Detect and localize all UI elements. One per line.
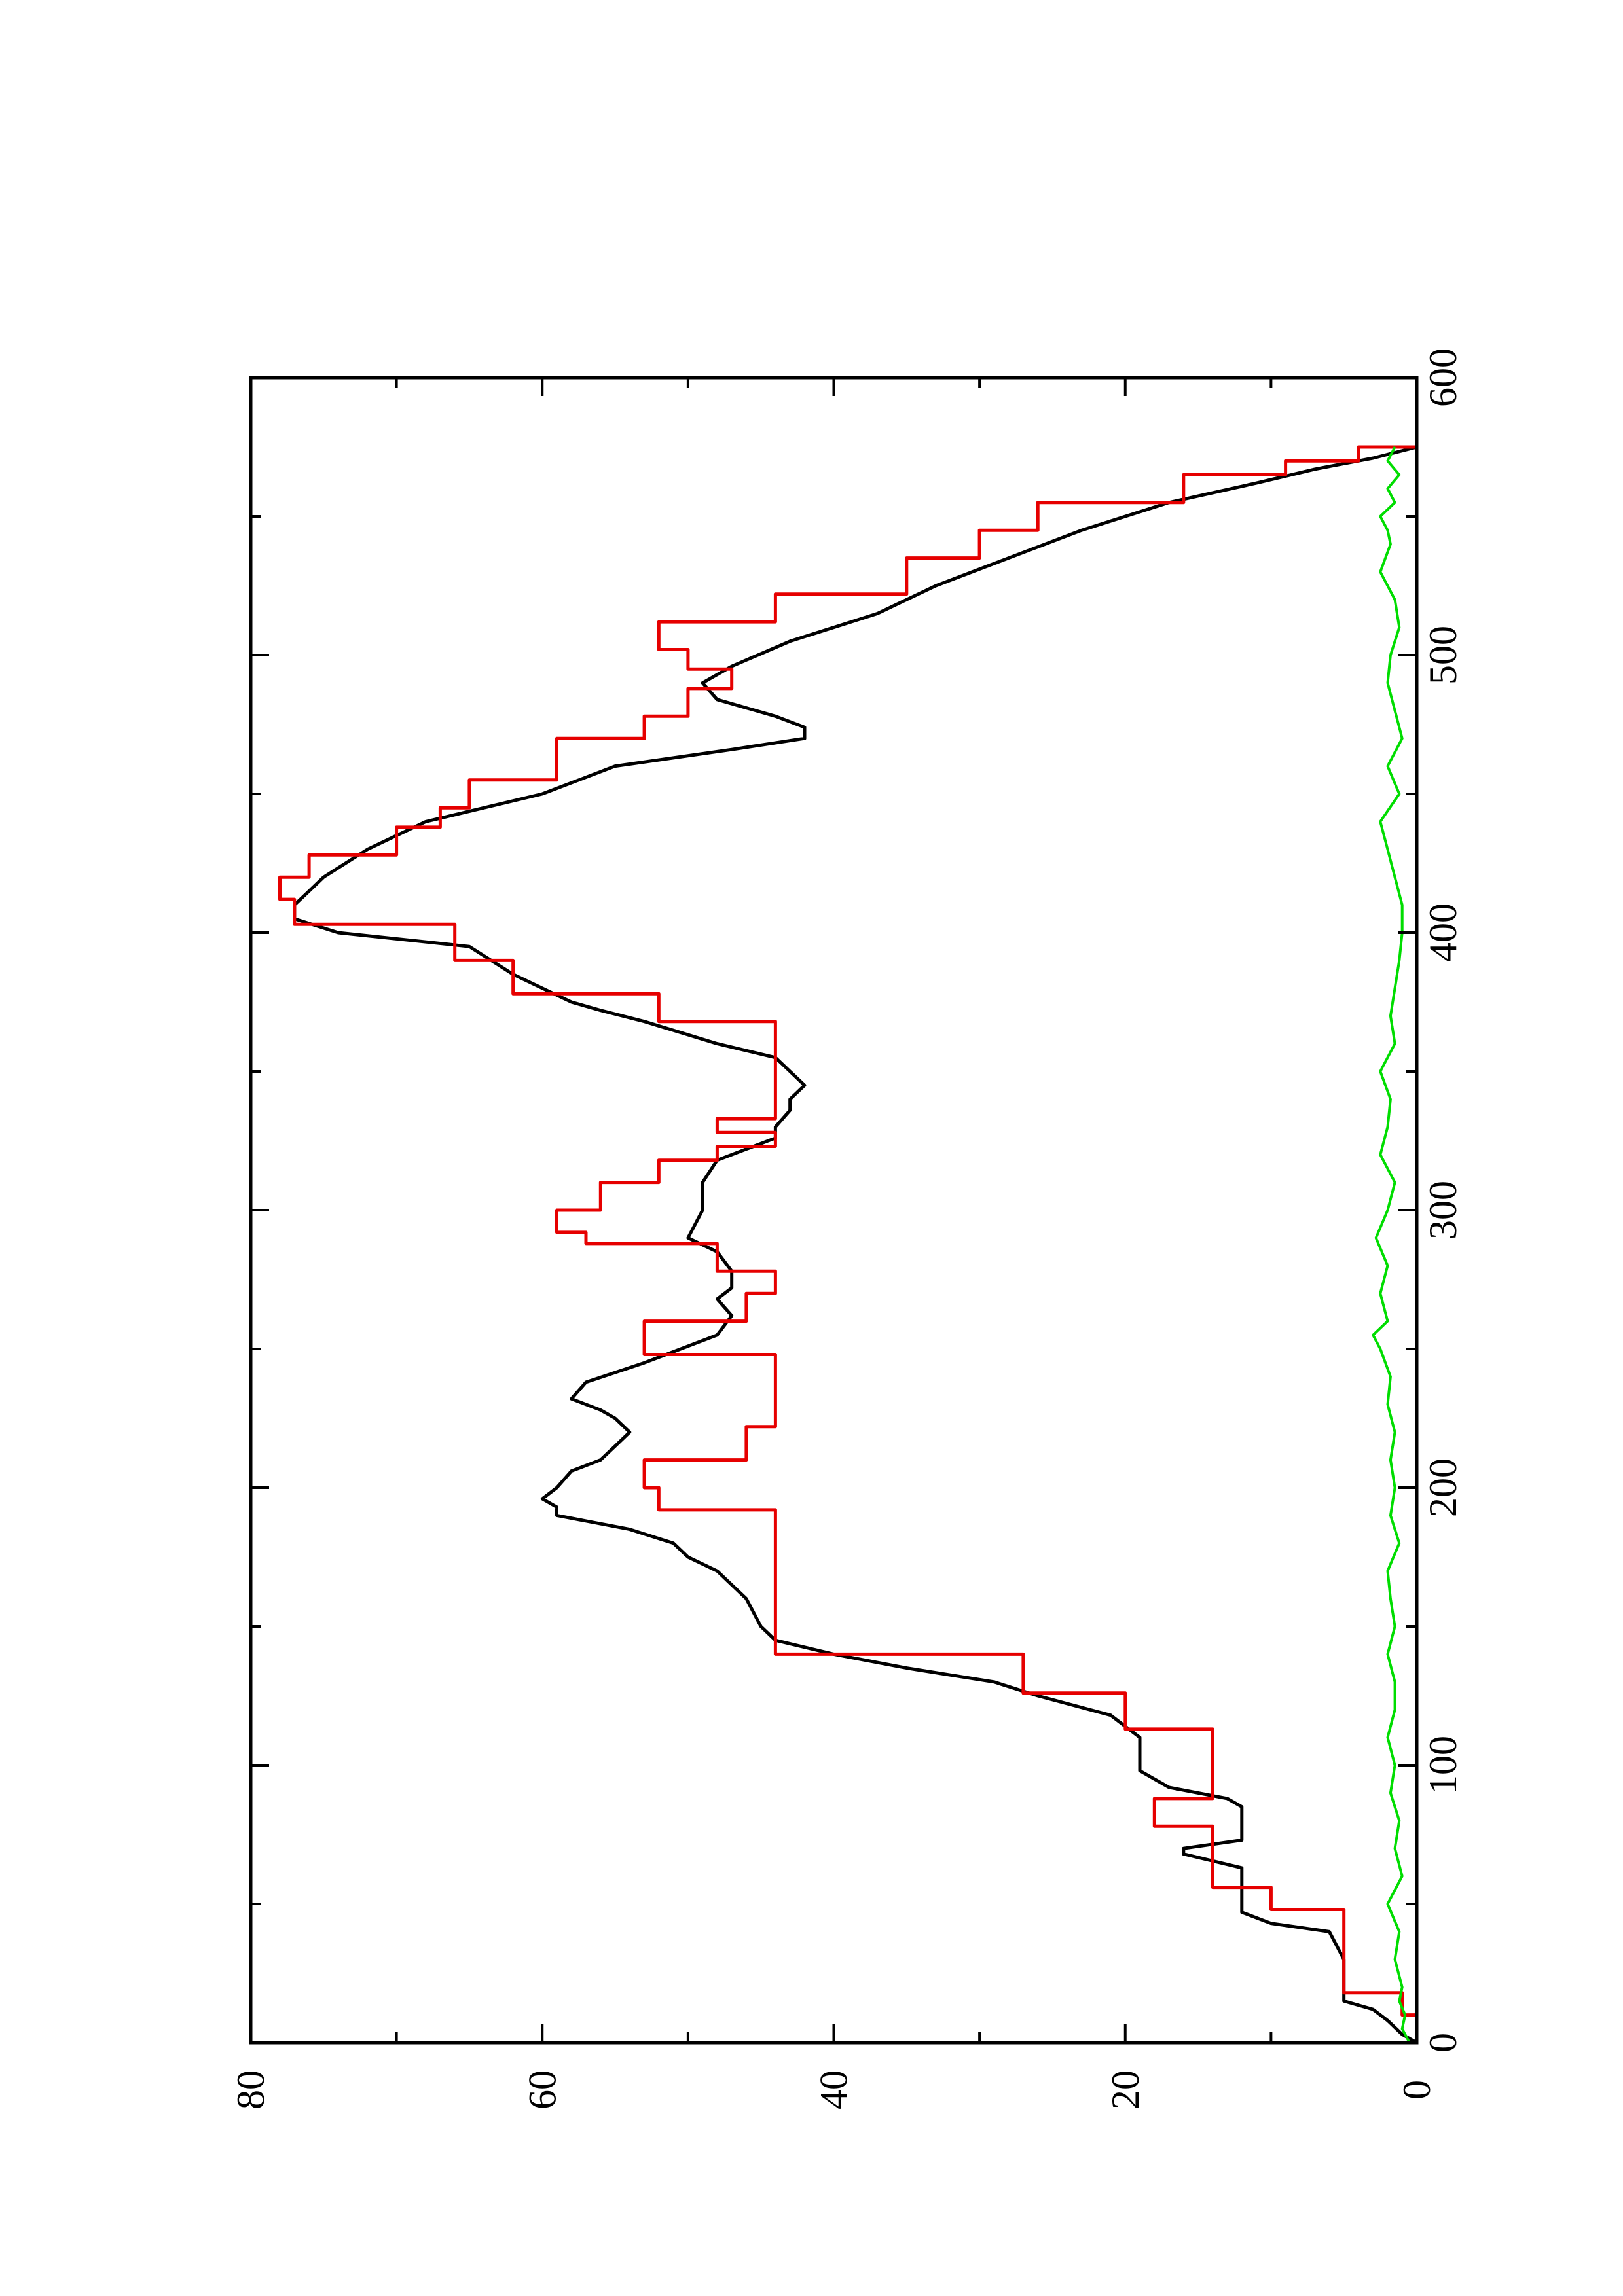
y-tick-label: 60: [520, 2070, 564, 2109]
y-tick-label: 0: [1395, 2080, 1438, 2100]
series-layer: [278, 445, 1419, 2045]
series-line-2: [278, 445, 1419, 2043]
series-line-3: [1372, 446, 1411, 2043]
plot-frame: [249, 376, 1419, 2045]
x-tick-label: 0: [1421, 2033, 1465, 2053]
y-tick-label: 40: [812, 2070, 856, 2109]
x-tick-label: 200: [1421, 1458, 1465, 1517]
x-tick-label: 100: [1421, 1736, 1465, 1795]
x-tick-label: 500: [1421, 626, 1465, 685]
tick-labels-layer: 0 100 200 300 400 500 600 0 20 40 60 80: [229, 348, 1465, 2109]
x-tick-label: 600: [1421, 348, 1465, 407]
x-tick-label: 300: [1421, 1181, 1465, 1240]
x-tick-label: 400: [1421, 903, 1465, 962]
y-tick-label: 20: [1104, 2070, 1147, 2109]
series-line-1: [293, 445, 1418, 2045]
y-tick-label: 80: [229, 2070, 272, 2109]
